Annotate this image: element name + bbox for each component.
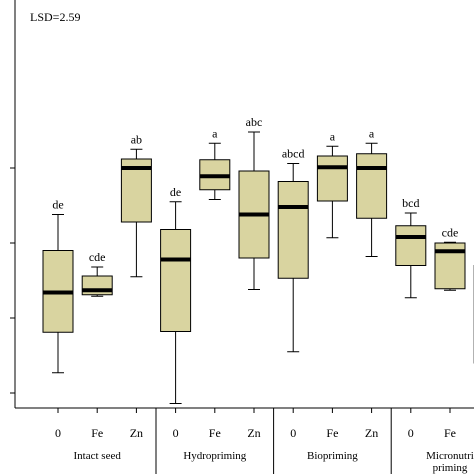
box-body [160,229,192,332]
group-label: Micronutri [426,450,474,462]
significance-letters: a [369,126,375,140]
box-6: abcd [277,147,309,353]
box-2: ab [120,132,152,278]
x-tick-label: Zn [365,426,378,440]
x-tick-label: Fe [326,426,338,440]
box-1: cde [81,250,113,297]
significance-letters: de [52,198,63,212]
box-5: abc [238,115,270,290]
significance-letters: cde [89,250,106,264]
significance-letters: a [330,129,336,143]
box-7: a [316,129,348,239]
x-tick-label: 0 [290,426,296,440]
x-tick-label: Fe [91,426,103,440]
significance-letters: de [170,185,181,199]
x-tick-label: Fe [209,426,221,440]
box-body [316,155,348,202]
x-tick-label: 0 [173,426,179,440]
x-tick-label: 0 [408,426,414,440]
axes [10,0,474,474]
group-label: Biopriming [307,450,358,462]
box-3: de [160,185,192,404]
box-4: a [199,126,231,200]
x-tick-label: Zn [130,426,143,440]
x-tick-label: Fe [444,426,456,440]
labels: 0FeZn0FeZn0FeZn0FeZnIntact seedHydroprim… [55,426,474,474]
significance-letters: abc [246,115,263,129]
box-9: bcd [395,196,427,299]
x-tick-label: 0 [55,426,61,440]
box-body [356,153,388,219]
significance-letters: a [212,126,218,140]
significance-letters: cde [442,225,459,239]
group-label: Hydropriming [183,450,246,462]
significance-letters: ab [131,132,142,146]
significance-letters: bcd [402,196,419,210]
lsd-annotation: LSD=2.59 [30,10,81,24]
x-tick-label: Zn [247,426,260,440]
box-10: cde [434,225,466,291]
group-label: Intact seed [74,450,122,462]
box-body [277,181,309,279]
group-label: priming [433,462,468,474]
box-0: de [42,198,74,374]
box-body [395,225,427,266]
box-8: a [356,126,388,257]
significance-letters: abcd [282,147,305,161]
